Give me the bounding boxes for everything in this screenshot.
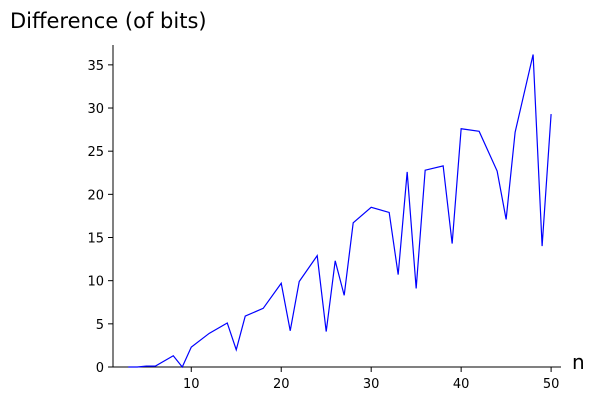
x-tick-label: 20 — [273, 377, 290, 392]
x-tick-label: 30 — [363, 377, 380, 392]
x-tick-label: 10 — [183, 377, 200, 392]
y-tick-label: 25 — [87, 145, 104, 160]
y-tick-label: 20 — [87, 188, 104, 203]
y-tick-label: 15 — [87, 232, 104, 247]
x-axis-label: n — [572, 350, 585, 374]
chart-title: Difference (of bits) — [10, 9, 207, 33]
y-tick-label: 0 — [96, 361, 104, 376]
data-line — [128, 54, 552, 369]
y-tick-label: 30 — [87, 102, 104, 117]
y-tick-label: 5 — [96, 318, 104, 333]
y-tick-label: 10 — [87, 275, 104, 290]
x-tick-label: 40 — [453, 377, 470, 392]
y-tick-label: 35 — [87, 59, 104, 74]
x-tick-label: 50 — [543, 377, 560, 392]
